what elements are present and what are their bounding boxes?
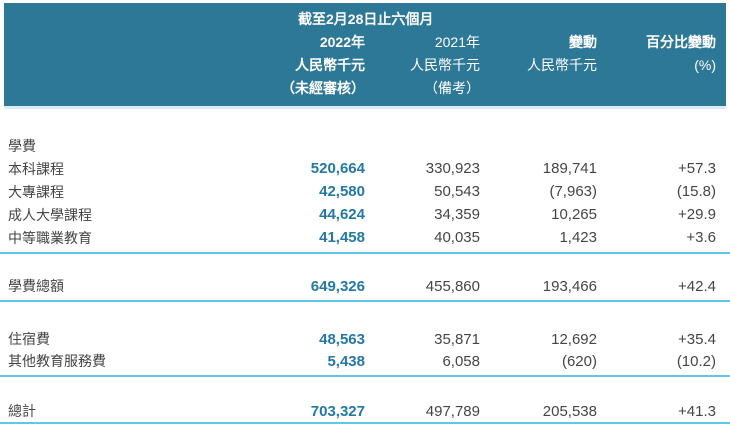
header-unit-change: 人民幣千元	[527, 57, 597, 73]
row-label: 住宿費	[8, 331, 50, 347]
row-tuition-total: 學費總額 649,326 455,860 193,466 +42.4	[8, 274, 722, 298]
header-note-pct	[597, 77, 722, 100]
spacer	[0, 377, 730, 401]
row-adult-university: 成人大學課程 44,624 34,359 10,265 +29.9	[8, 203, 722, 226]
value-change: (7,963)	[549, 183, 597, 200]
value-2021: 330,923	[425, 160, 480, 177]
header-unit-pct: (%)	[694, 57, 716, 73]
row-label: 大專課程	[8, 183, 64, 200]
period-title: 截至2月28日止六個月	[298, 11, 434, 27]
header-note-row: （未經審核） （備考）	[8, 77, 722, 100]
other-fees-group: 住宿費 48,563 35,871 12,692 +35.4 其他教育服務費 5…	[0, 328, 730, 377]
row-label: 學費	[8, 137, 36, 154]
row-secondary-vocational: 中等職業教育 41,458 40,035 1,423 +3.6	[8, 226, 722, 249]
row-label: 成人大學課程	[8, 206, 92, 223]
value-pct: (15.8)	[676, 183, 716, 200]
row-undergraduate: 本科課程 520,664 330,923 189,741 +57.3	[8, 157, 722, 180]
value-pct: +29.9	[678, 206, 716, 223]
row-accommodation: 住宿費 48,563 35,871 12,692 +35.4	[8, 328, 722, 350]
value-change: (620)	[561, 352, 597, 370]
header-label-spacer	[8, 77, 261, 100]
table-header: 截至2月28日止六個月 2022年 2021年 變動 百分比變動 人民幣千元 人…	[4, 3, 726, 109]
value-2022: 649,326	[310, 277, 365, 295]
row-label: 其他教育服務費	[8, 353, 106, 369]
value-pct: +41.3	[678, 402, 716, 420]
header-note-change	[480, 77, 597, 100]
header-note-unaudited: （未經審核）	[281, 80, 365, 96]
value-change: 10,265	[551, 206, 597, 223]
row-other-education-services: 其他教育服務費 5,438 6,058 (620) (10.2)	[8, 350, 722, 372]
row-tuition-section: 學費	[8, 134, 722, 157]
header-pct-change: 百分比變動	[646, 34, 716, 50]
value-2022: 520,664	[310, 160, 365, 177]
value-change: 12,692	[551, 330, 597, 348]
value-2021: 40,035	[434, 229, 480, 246]
financial-table-page: 截至2月28日止六個月 2022年 2021年 變動 百分比變動 人民幣千元 人…	[0, 3, 730, 424]
value-pct: (10.2)	[676, 352, 716, 370]
value-change: 1,423	[559, 229, 597, 246]
value-2022: 703,327	[310, 402, 365, 420]
value-2021: 497,789	[425, 402, 480, 420]
header-year-2022: 2022年	[319, 34, 365, 50]
value-pct: +42.4	[678, 277, 716, 295]
value-2021: 34,359	[434, 206, 480, 223]
value-2022: 44,624	[319, 206, 365, 223]
value-2022: 42,580	[319, 183, 365, 200]
value-2022: 48,563	[319, 330, 365, 348]
tuition-total-group: 學費總額 649,326 455,860 193,466 +42.4	[0, 274, 730, 302]
header-change: 變動	[569, 34, 597, 50]
value-2022: 5,438	[327, 352, 365, 370]
header-label-spacer	[8, 54, 261, 77]
value-change: 189,741	[542, 160, 597, 177]
value-2021: 6,058	[442, 352, 480, 370]
value-change: 193,466	[542, 277, 597, 295]
header-unit-2021: 人民幣千元	[410, 57, 480, 73]
value-2021: 35,871	[434, 330, 480, 348]
value-pct: +35.4	[678, 330, 716, 348]
value-2021: 50,543	[434, 183, 480, 200]
header-note-proforma: （備考）	[424, 80, 480, 96]
row-label: 總計	[8, 403, 36, 419]
row-junior-college: 大專課程 42,580 50,543 (7,963) (15.8)	[8, 180, 722, 203]
header-year-row: 2022年 2021年 變動 百分比變動	[8, 31, 722, 54]
value-change: 205,538	[542, 402, 597, 420]
value-2021: 455,860	[425, 277, 480, 295]
row-label: 學費總額	[8, 278, 64, 294]
value-2022: 41,458	[319, 229, 365, 246]
header-label-spacer	[8, 31, 261, 54]
header-unit-2022: 人民幣千元	[295, 57, 365, 73]
spacer	[0, 254, 730, 274]
row-label: 中等職業教育	[8, 229, 92, 246]
row-label: 本科課程	[8, 160, 64, 177]
header-unit-row: 人民幣千元 人民幣千元 人民幣千元 (%)	[8, 54, 722, 77]
grand-total-group: 總計 703,327 497,789 205,538 +41.3	[0, 401, 730, 424]
row-grand-total: 總計 703,327 497,789 205,538 +41.3	[8, 401, 722, 420]
value-pct: +3.6	[686, 229, 716, 246]
header-year-2021: 2021年	[434, 34, 480, 50]
tuition-group: 學費 本科課程 520,664 330,923 189,741 +57.3 大專…	[0, 134, 730, 254]
value-pct: +57.3	[678, 160, 716, 177]
spacer	[0, 109, 730, 134]
spacer	[0, 302, 730, 328]
